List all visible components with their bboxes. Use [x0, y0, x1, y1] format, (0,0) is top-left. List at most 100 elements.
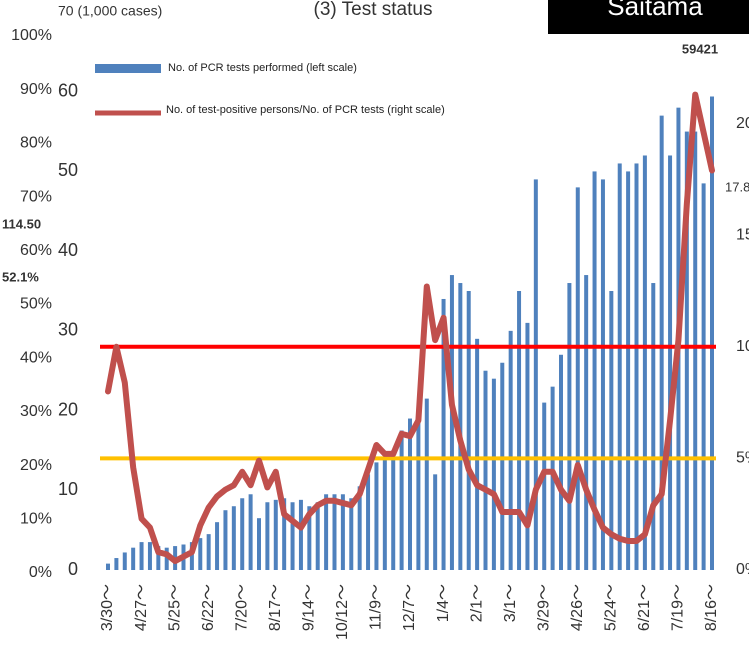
bar	[366, 474, 371, 570]
x-tick-label: 10/12～	[334, 584, 351, 640]
percent-tick-label: 50%	[20, 296, 52, 313]
bar	[592, 171, 597, 570]
bar	[131, 547, 136, 570]
legend-label: No. of PCR tests performed (left scale)	[168, 62, 357, 74]
percent-tick-label: 60%	[20, 242, 52, 259]
rate-line	[105, 91, 715, 565]
bar	[416, 418, 421, 570]
x-tick-label: 5/24～	[603, 584, 620, 631]
bar	[559, 354, 563, 570]
annotation: 59421	[682, 41, 718, 56]
x-tick-label: 6/21～	[636, 584, 653, 631]
bar	[332, 494, 337, 570]
bar	[139, 542, 144, 570]
bar	[449, 275, 454, 570]
bar	[357, 486, 362, 570]
bar	[626, 171, 631, 570]
percent-tick-label: 30%	[20, 403, 52, 420]
y-tick-label: 0	[68, 559, 78, 579]
y-tick-label: 10	[58, 479, 78, 499]
bar	[391, 450, 396, 570]
bar	[340, 494, 345, 570]
bar	[634, 163, 639, 570]
bar	[542, 402, 547, 570]
bar	[508, 330, 513, 570]
bar	[575, 187, 580, 570]
x-tick-label: 9/14～	[301, 584, 318, 631]
bar	[349, 498, 354, 570]
bar	[164, 547, 169, 570]
bar	[307, 506, 312, 570]
annotation: 52.1%	[2, 269, 39, 284]
bar	[668, 155, 673, 570]
bar	[198, 538, 203, 570]
x-tick-label: 3/29～	[535, 584, 552, 631]
y2-tick-label: 5%	[736, 450, 749, 467]
bar	[533, 179, 538, 570]
y2-tick-label: 15%	[736, 226, 749, 243]
legend-swatch	[95, 64, 161, 73]
y2-tick-label: 10%	[736, 338, 749, 355]
bar	[710, 96, 714, 571]
bar	[408, 418, 412, 570]
x-tick-label: 8/17～	[267, 584, 284, 631]
bar	[483, 370, 488, 570]
x-tick-label: 11/9～	[368, 584, 385, 630]
x-tick-label: 3/30～	[99, 584, 116, 631]
percent-tick-label: 40%	[20, 349, 52, 366]
bar	[374, 462, 379, 570]
bar	[399, 430, 404, 570]
bar	[517, 291, 522, 570]
annotation: 17.8	[725, 179, 749, 194]
bar	[458, 283, 463, 570]
bar	[156, 546, 161, 570]
bar	[257, 518, 261, 570]
y2-tick-label: 20%	[736, 115, 749, 132]
percent-tick-label: 70%	[20, 188, 52, 205]
bar	[617, 163, 622, 570]
percent-tick-label: 90%	[20, 81, 52, 98]
chart-title: (3) Test status	[314, 0, 433, 20]
bar	[600, 179, 605, 570]
x-tick-label: 3/1～	[502, 584, 519, 622]
bar	[701, 183, 706, 570]
x-tick-label: 5/25～	[166, 584, 183, 631]
y-tick-label: 40	[58, 240, 78, 260]
x-tick-label: 12/7～	[401, 584, 418, 631]
x-tick-label: 7/20～	[233, 584, 250, 631]
bar	[609, 291, 614, 570]
bar	[684, 131, 689, 571]
bar	[223, 510, 228, 570]
percent-tick-label: 10%	[20, 511, 52, 528]
y-tick-label: 70 (1,000 cases)	[58, 3, 162, 19]
bar	[206, 534, 211, 570]
percent-tick-label: 80%	[20, 135, 52, 152]
bar	[106, 563, 110, 570]
bar	[248, 494, 253, 570]
y-tick-label: 30	[58, 320, 78, 340]
bar	[240, 498, 245, 570]
bar	[659, 115, 664, 570]
percent-tick-label: 20%	[20, 457, 52, 474]
bar	[424, 398, 429, 570]
bar	[147, 542, 152, 570]
x-tick-label: 8/16～	[703, 584, 720, 631]
x-tick-label: 2/1～	[468, 584, 485, 622]
bar	[231, 506, 236, 570]
legend-label: No. of test-positive persons/No. of PCR …	[166, 104, 445, 116]
bar	[273, 499, 278, 570]
bar	[584, 275, 589, 570]
bar	[265, 502, 270, 570]
x-tick-label: 7/19～	[670, 584, 687, 631]
bar	[382, 458, 387, 570]
y2-tick-label: 0%	[736, 561, 749, 578]
bar	[315, 502, 320, 570]
bar	[567, 283, 572, 570]
bar	[475, 338, 480, 570]
x-tick-label: 1/4～	[435, 584, 452, 622]
bar	[491, 378, 496, 570]
x-tick-label: 4/27～	[133, 584, 150, 631]
bar	[651, 283, 656, 570]
